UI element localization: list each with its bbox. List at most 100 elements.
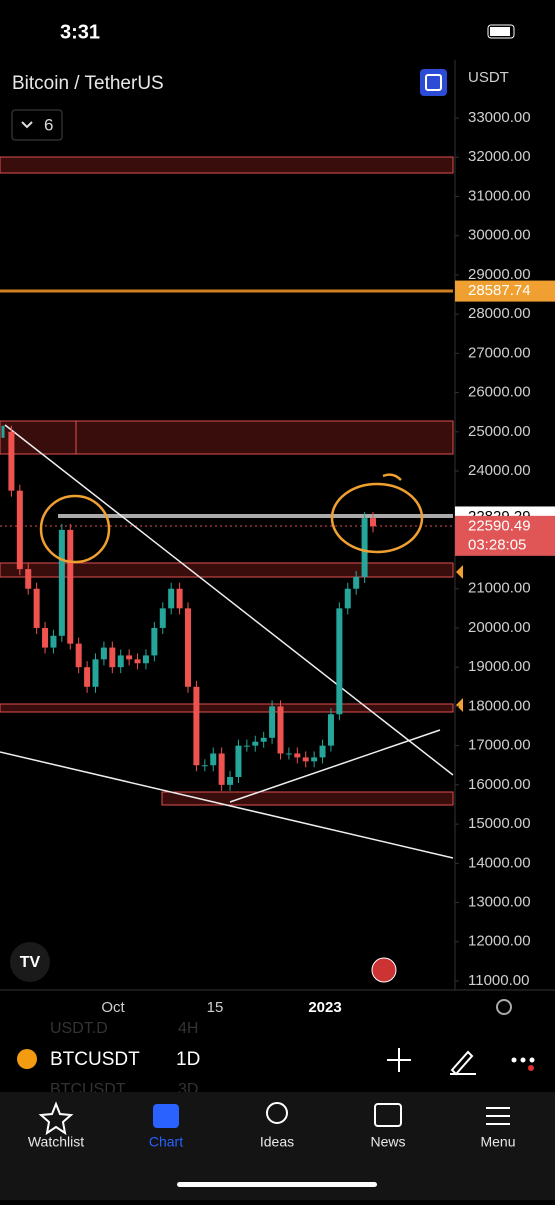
zone [0,562,454,578]
logo-mark: TV [20,954,41,971]
alert-marker [456,565,463,579]
candle [16,490,23,570]
badge-dot [528,1065,534,1071]
fullscreen-icon [425,74,442,91]
zone [0,420,454,455]
watchlist-icon [38,1101,74,1136]
circle-annotation [330,482,424,554]
price-tick-label: 32000.00 [468,148,531,165]
candle [75,643,82,668]
price-badge-label: 22590.49 [468,517,531,534]
zone [0,156,454,174]
price-tick-label: 17000.00 [468,737,531,754]
candle [176,588,183,609]
candle [92,659,99,687]
price-tick-label: 18000.00 [468,697,531,714]
draw-button[interactable] [450,1050,476,1076]
tab-label[interactable]: Chart [149,1134,183,1150]
candle [294,753,301,758]
time-label: 2023 [308,999,341,1016]
ideas-icon [266,1102,288,1124]
battery-level [490,27,510,36]
price-badge [455,515,555,556]
candle [260,737,267,742]
candle [50,635,57,648]
price-tick-label: 26000.00 [468,384,531,401]
candle [142,655,149,664]
candle [235,745,242,778]
countdown: 03:28:05 [468,536,526,553]
tab-label[interactable]: Watchlist [28,1134,84,1150]
symbol-title: Bitcoin / TetherUS [12,73,164,94]
candle [218,753,225,785]
price-tick-label: 24000.00 [468,462,531,479]
candle [344,588,351,609]
chart-icon [153,1104,179,1128]
candle [100,647,107,660]
currency-label[interactable]: USDT [468,69,509,86]
indicator-toggle[interactable] [11,109,63,141]
more-dot [529,1057,535,1063]
candle [243,745,250,747]
price-tick-label: 29000.00 [468,266,531,283]
candle [42,627,49,648]
candle [302,757,309,762]
symbol[interactable]: BTCUSDT [50,1049,140,1070]
coin-icon [17,1049,37,1069]
fullscreen-button[interactable] [420,69,447,96]
candle [311,757,318,762]
candle [361,518,368,577]
time-label: Oct [101,999,125,1016]
candle [210,753,217,766]
home-indicator [177,1182,377,1187]
more-dot[interactable] [511,1057,517,1063]
candle [33,588,40,628]
candle [327,714,334,746]
tab-label[interactable]: Ideas [260,1134,294,1150]
price-tick-label: 28000.00 [468,305,531,322]
zone [161,791,454,806]
interval[interactable]: 1D [176,1049,200,1070]
candle [159,608,166,628]
price-tick-label: 19000.00 [468,658,531,675]
price-tick-label: 15000.00 [468,815,531,832]
tab-label[interactable]: Menu [480,1134,515,1150]
trend-line [4,424,454,776]
candle [353,576,360,589]
add-button[interactable] [387,1048,411,1072]
price-tick-label: 25000.00 [468,423,531,440]
circle-annotation [39,494,111,564]
price-badge [455,280,555,302]
trend-line [229,729,441,803]
tab-label[interactable]: News [370,1134,405,1150]
candle [58,529,65,636]
status-time: 3:31 [60,21,100,43]
ghost-symbol: USDT.D [50,1020,108,1037]
trend-line [0,751,454,859]
candle [84,667,91,687]
more-dot [520,1057,526,1063]
price-tick-label: 33000.00 [468,109,531,126]
candle [336,608,343,715]
price-tick-label: 27000.00 [468,344,531,361]
price-tick-label: 30000.00 [468,227,531,244]
circle-tail [382,473,402,481]
candle [201,765,208,767]
candle [25,569,32,589]
candles [1,425,376,791]
candle [269,706,276,738]
price-tick-label: 11000.00 [468,972,529,989]
price-badge-label: 28587.74 [468,282,531,299]
zone [0,703,454,713]
candle [117,655,124,668]
event-flag[interactable] [371,957,397,983]
alert-marker [456,698,463,712]
candle [227,777,234,785]
settings-icon[interactable] [496,999,512,1015]
candle [151,627,158,656]
price-tick-label: 16000.00 [468,776,531,793]
chevron [21,121,33,129]
